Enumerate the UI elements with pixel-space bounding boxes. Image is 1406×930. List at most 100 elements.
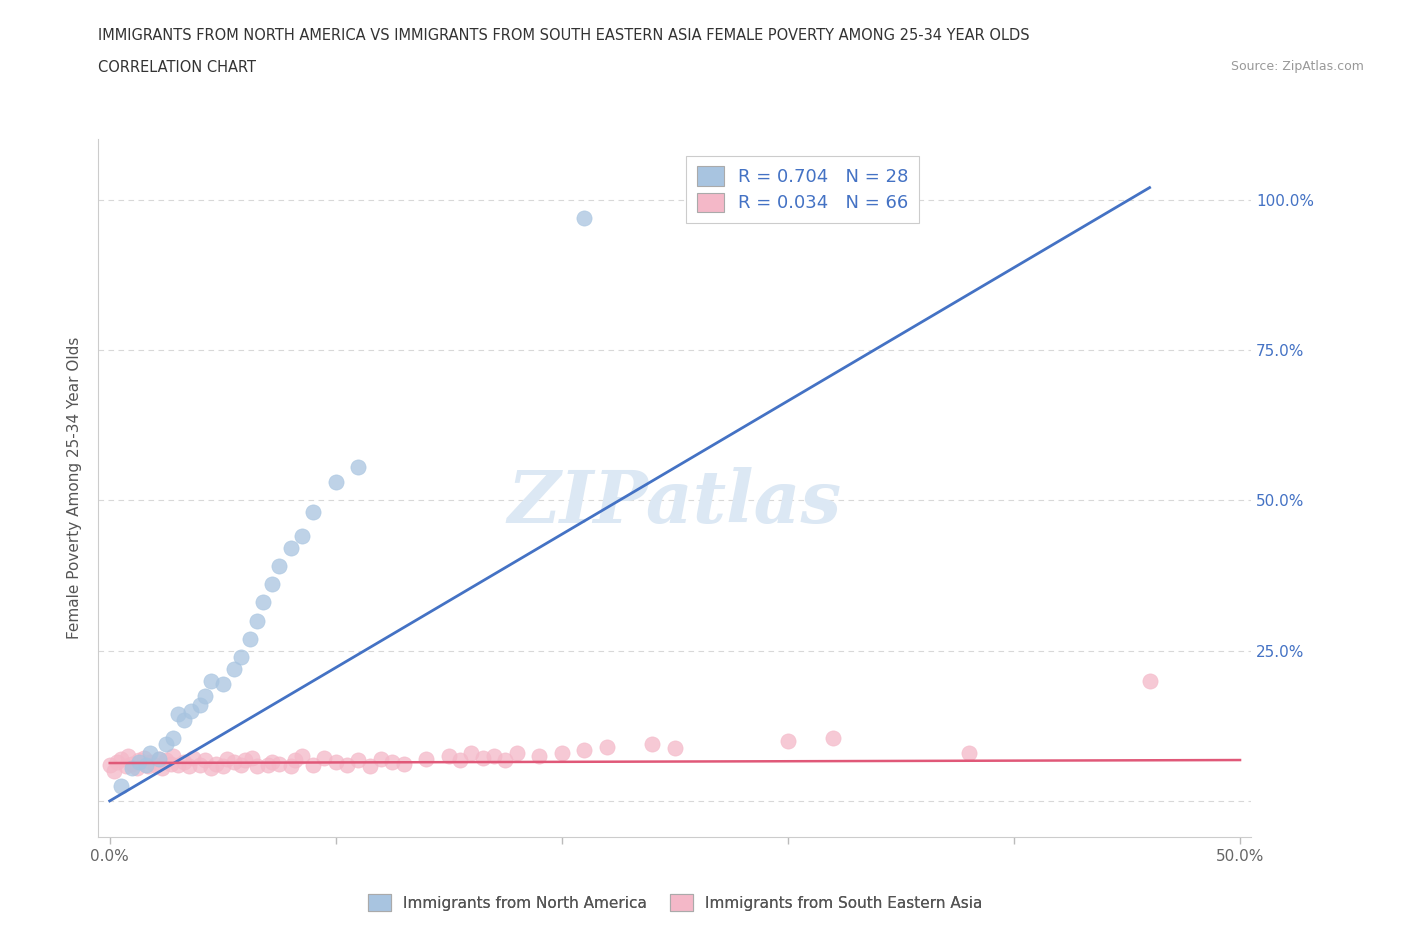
Point — [1139, 673, 1161, 688]
Y-axis label: Female Poverty Among 25-34 Year Olds: Female Poverty Among 25-34 Year Olds — [67, 337, 83, 640]
Point — [284, 752, 307, 767]
Point — [155, 752, 177, 767]
Point — [135, 757, 157, 772]
Point — [173, 754, 195, 769]
Point — [222, 754, 245, 769]
Point — [128, 754, 150, 769]
Point — [269, 559, 291, 574]
Text: CORRELATION CHART: CORRELATION CHART — [98, 60, 256, 75]
Point — [128, 752, 150, 767]
Point — [121, 761, 143, 776]
Point — [449, 752, 471, 767]
Point — [574, 742, 596, 757]
Point — [150, 761, 173, 776]
Point — [139, 745, 162, 760]
Point — [314, 751, 336, 765]
Point — [173, 712, 195, 727]
Point — [246, 613, 269, 628]
Point — [162, 730, 184, 745]
Text: Source: ZipAtlas.com: Source: ZipAtlas.com — [1230, 60, 1364, 73]
Text: ZIPatlas: ZIPatlas — [508, 467, 842, 538]
Point — [148, 751, 170, 766]
Point — [240, 751, 263, 765]
Point — [229, 757, 252, 772]
Point — [392, 756, 415, 771]
Point — [239, 631, 262, 646]
Point — [114, 759, 136, 774]
Point — [347, 752, 370, 767]
Point — [381, 754, 404, 769]
Point — [183, 751, 205, 765]
Point — [596, 739, 619, 754]
Point — [460, 745, 482, 760]
Point — [291, 749, 314, 764]
Point — [823, 730, 845, 745]
Point — [222, 661, 245, 676]
Point — [136, 759, 159, 774]
Point — [188, 698, 211, 712]
Point — [415, 751, 437, 766]
Point — [957, 745, 980, 760]
Point — [143, 757, 166, 772]
Point — [551, 745, 574, 760]
Point — [188, 757, 211, 772]
Point — [235, 752, 257, 767]
Point — [471, 751, 494, 765]
Point — [180, 703, 202, 718]
Point — [664, 740, 686, 755]
Point — [110, 778, 132, 793]
Text: IMMIGRANTS FROM NORTH AMERICA VS IMMIGRANTS FROM SOUTH EASTERN ASIA FEMALE POVER: IMMIGRANTS FROM NORTH AMERICA VS IMMIGRA… — [98, 28, 1031, 43]
Point — [262, 577, 284, 591]
Point — [359, 759, 381, 774]
Point — [269, 756, 291, 771]
Point — [257, 757, 280, 772]
Point — [494, 752, 516, 767]
Point — [280, 759, 302, 774]
Point — [148, 751, 170, 766]
Point — [125, 761, 148, 776]
Point — [211, 759, 233, 774]
Point — [177, 759, 200, 774]
Point — [776, 734, 799, 749]
Point — [166, 706, 188, 721]
Point — [574, 210, 596, 225]
Point — [117, 749, 139, 764]
Point — [205, 756, 228, 771]
Point — [159, 756, 181, 771]
Point — [105, 754, 128, 769]
Point — [529, 749, 551, 764]
Point — [98, 757, 121, 772]
Point — [325, 754, 347, 769]
Point — [229, 649, 252, 664]
Point — [200, 761, 222, 776]
Point — [370, 751, 392, 766]
Point — [121, 756, 143, 771]
Legend: Immigrants from North America, Immigrants from South Eastern Asia: Immigrants from North America, Immigrant… — [359, 885, 991, 920]
Point — [103, 764, 125, 778]
Point — [166, 757, 188, 772]
Point — [302, 757, 325, 772]
Point — [336, 757, 359, 772]
Point — [246, 759, 269, 774]
Point — [110, 751, 132, 766]
Point — [505, 745, 527, 760]
Point — [325, 475, 347, 490]
Point — [200, 673, 222, 688]
Point — [437, 749, 460, 764]
Point — [132, 751, 155, 765]
Point — [302, 505, 325, 520]
Point — [252, 595, 274, 610]
Point — [194, 752, 217, 767]
Point — [291, 529, 314, 544]
Point — [162, 749, 184, 764]
Point — [641, 737, 664, 751]
Point — [217, 751, 239, 766]
Point — [194, 688, 217, 703]
Point — [262, 754, 284, 769]
Point — [211, 676, 233, 691]
Point — [347, 459, 370, 474]
Point — [155, 737, 177, 751]
Point — [482, 749, 505, 764]
Point — [139, 754, 162, 769]
Point — [280, 541, 302, 556]
